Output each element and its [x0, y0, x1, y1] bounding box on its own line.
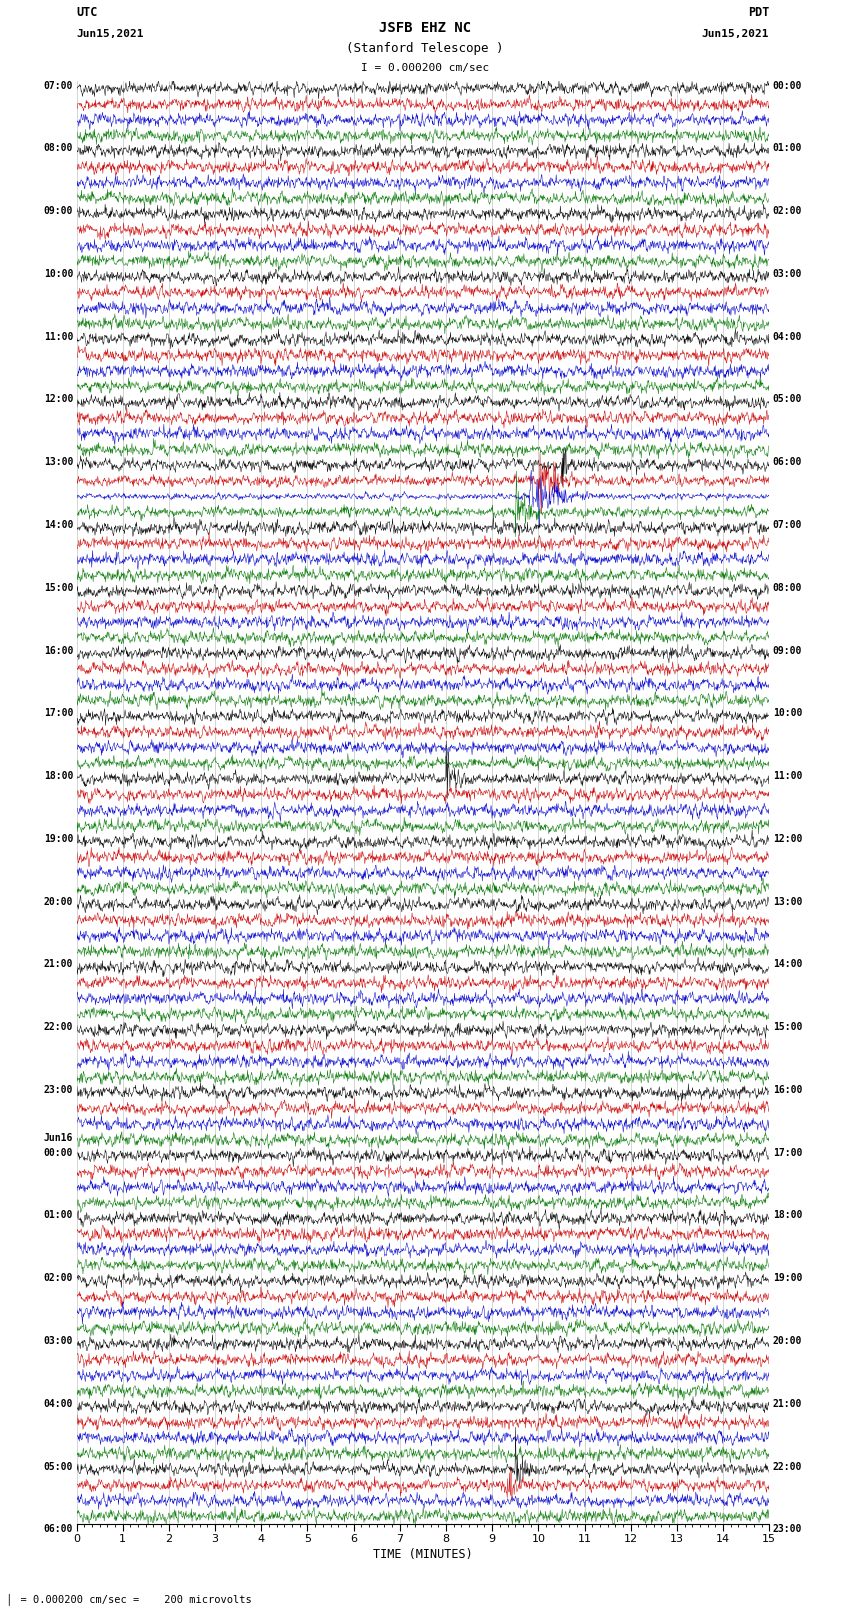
Text: 19:00: 19:00 [43, 834, 73, 844]
Text: 20:00: 20:00 [43, 897, 73, 907]
Text: 06:00: 06:00 [43, 1524, 73, 1534]
Text: JSFB EHZ NC: JSFB EHZ NC [379, 21, 471, 35]
Text: 04:00: 04:00 [773, 332, 802, 342]
Text: 11:00: 11:00 [43, 332, 73, 342]
Text: 20:00: 20:00 [773, 1336, 802, 1345]
Text: 00:00: 00:00 [773, 81, 802, 90]
Text: 06:00: 06:00 [773, 456, 802, 468]
Text: 08:00: 08:00 [43, 144, 73, 153]
Text: 02:00: 02:00 [773, 206, 802, 216]
Text: 03:00: 03:00 [43, 1336, 73, 1345]
Text: 23:00: 23:00 [773, 1524, 802, 1534]
Text: 03:00: 03:00 [773, 269, 802, 279]
Text: 19:00: 19:00 [773, 1273, 802, 1284]
Text: 15:00: 15:00 [43, 582, 73, 594]
Text: ▏ = 0.000200 cm/sec =    200 microvolts: ▏ = 0.000200 cm/sec = 200 microvolts [8, 1594, 252, 1605]
Text: 14:00: 14:00 [43, 519, 73, 531]
Text: 02:00: 02:00 [43, 1273, 73, 1284]
Text: Jun15,2021: Jun15,2021 [76, 29, 144, 39]
Text: 21:00: 21:00 [773, 1398, 802, 1408]
Text: 11:00: 11:00 [773, 771, 802, 781]
Text: 05:00: 05:00 [773, 395, 802, 405]
Text: 22:00: 22:00 [773, 1461, 802, 1471]
Text: PDT: PDT [748, 6, 769, 19]
Text: 07:00: 07:00 [43, 81, 73, 90]
Text: 12:00: 12:00 [773, 834, 802, 844]
Text: 16:00: 16:00 [773, 1086, 802, 1095]
Text: 18:00: 18:00 [43, 771, 73, 781]
Text: 07:00: 07:00 [773, 519, 802, 531]
Text: 13:00: 13:00 [773, 897, 802, 907]
Text: Jun15,2021: Jun15,2021 [702, 29, 769, 39]
X-axis label: TIME (MINUTES): TIME (MINUTES) [373, 1548, 473, 1561]
Text: 01:00: 01:00 [773, 144, 802, 153]
Text: 09:00: 09:00 [773, 645, 802, 655]
Text: 21:00: 21:00 [43, 960, 73, 969]
Text: 16:00: 16:00 [43, 645, 73, 655]
Text: 13:00: 13:00 [43, 456, 73, 468]
Text: 18:00: 18:00 [773, 1210, 802, 1221]
Text: 14:00: 14:00 [773, 960, 802, 969]
Text: 23:00: 23:00 [43, 1086, 73, 1095]
Text: (Stanford Telescope ): (Stanford Telescope ) [346, 42, 504, 55]
Text: 05:00: 05:00 [43, 1461, 73, 1471]
Text: 00:00: 00:00 [43, 1148, 73, 1158]
Text: 17:00: 17:00 [43, 708, 73, 718]
Text: 15:00: 15:00 [773, 1023, 802, 1032]
Text: I = 0.000200 cm/sec: I = 0.000200 cm/sec [361, 63, 489, 73]
Text: 01:00: 01:00 [43, 1210, 73, 1221]
Text: 08:00: 08:00 [773, 582, 802, 594]
Text: 04:00: 04:00 [43, 1398, 73, 1408]
Text: UTC: UTC [76, 6, 98, 19]
Text: 09:00: 09:00 [43, 206, 73, 216]
Text: 10:00: 10:00 [43, 269, 73, 279]
Text: 22:00: 22:00 [43, 1023, 73, 1032]
Text: 12:00: 12:00 [43, 395, 73, 405]
Text: 10:00: 10:00 [773, 708, 802, 718]
Text: 17:00: 17:00 [773, 1148, 802, 1158]
Text: Jun16: Jun16 [43, 1132, 73, 1144]
